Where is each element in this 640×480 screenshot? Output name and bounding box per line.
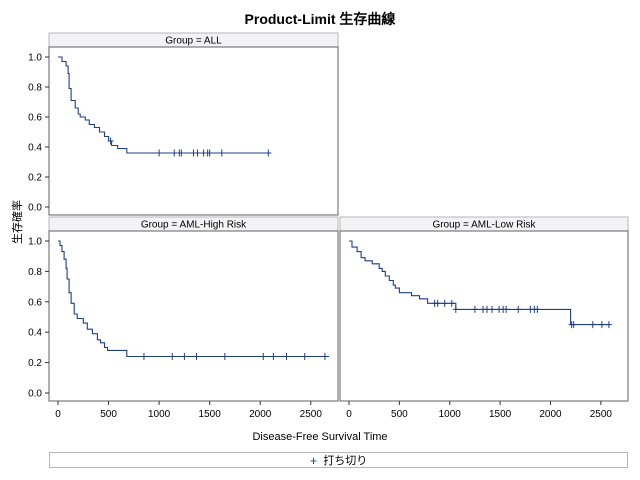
censored-marker-icon: + xyxy=(309,452,318,468)
x-tick-label: 1000 xyxy=(148,409,171,420)
censored-mark xyxy=(448,299,455,307)
plot-frame xyxy=(48,46,339,216)
censored-mark xyxy=(434,299,441,307)
censored-mark xyxy=(169,353,176,361)
x-tick-label: 1000 xyxy=(439,409,462,420)
censored-mark xyxy=(178,149,185,157)
censored-mark xyxy=(156,149,163,157)
censored-mark xyxy=(441,299,448,307)
y-tick-label: 1.0 xyxy=(28,237,42,248)
censored-mark xyxy=(265,149,272,157)
x-tick-label: 2000 xyxy=(539,409,562,420)
censored-mark xyxy=(270,353,277,361)
y-tick-label: 0.6 xyxy=(28,113,42,124)
censored-mark xyxy=(194,149,201,157)
panel-header-label: Group = AML-High Risk xyxy=(141,220,247,231)
y-tick-label: 0.8 xyxy=(28,83,42,94)
survival-line xyxy=(349,240,609,326)
censored-mark xyxy=(206,149,213,157)
panel-1: Group = AML-High Risk 0.0 0.2 0.4 0.6 0.8 1.0 0… xyxy=(28,216,339,420)
censored-mark xyxy=(489,305,496,313)
x-tick-label: 0 xyxy=(55,409,61,420)
plot-frame xyxy=(48,230,339,402)
censored-mark xyxy=(260,353,267,361)
survival-line xyxy=(58,56,269,154)
censored-mark xyxy=(301,353,308,361)
legend: + 打ち切り xyxy=(49,452,628,468)
y-tick-label: 1.0 xyxy=(28,53,42,64)
censored-mark xyxy=(503,305,510,313)
x-tick-label: 500 xyxy=(391,409,408,420)
censored-mark xyxy=(589,321,596,329)
censored-mark xyxy=(452,305,459,313)
panel-header-label: Group = ALL xyxy=(165,36,222,47)
censored-mark xyxy=(193,353,200,361)
censored-mark xyxy=(218,149,225,157)
censored-mark xyxy=(484,305,491,313)
y-tick-label: 0.0 xyxy=(28,389,42,400)
y-tick-label: 0.4 xyxy=(28,143,42,154)
x-tick-label: 2500 xyxy=(300,409,323,420)
x-axis-label: Disease-Free Survival Time xyxy=(252,431,387,443)
censored-mark xyxy=(605,321,612,329)
censored-mark xyxy=(283,353,290,361)
censored-mark xyxy=(171,149,178,157)
x-tick-label: 0 xyxy=(346,409,352,420)
y-tick-label: 0.4 xyxy=(28,328,42,339)
y-axis-label: 生存確率 xyxy=(10,200,24,244)
panel-2: Group = AML-Low Risk 0 500 1000 1500 2000 2500 xyxy=(339,216,629,420)
censored-mark xyxy=(107,137,114,145)
chart-title: Product-Limit 生存曲線 xyxy=(245,11,396,27)
x-tick-label: 2000 xyxy=(249,409,272,420)
x-tick-label: 500 xyxy=(100,409,117,420)
censored-mark xyxy=(515,305,522,313)
y-tick-label: 0.0 xyxy=(28,203,42,214)
x-tick-label: 1500 xyxy=(489,409,512,420)
y-tick-label: 0.2 xyxy=(28,173,42,184)
survival-line xyxy=(58,240,329,358)
legend-label: 打ち切り xyxy=(323,455,368,467)
y-tick-label: 0.8 xyxy=(28,267,42,278)
censored-mark xyxy=(181,353,188,361)
censored-mark xyxy=(321,353,328,361)
censored-mark xyxy=(140,353,147,361)
censored-mark xyxy=(534,305,541,313)
censored-mark xyxy=(221,353,228,361)
x-tick-label: 1500 xyxy=(199,409,222,420)
plot-frame xyxy=(339,230,629,402)
panel-header-label: Group = AML-Low Risk xyxy=(432,220,536,231)
panel-0: Group = ALL 0.0 0.2 0.4 0.6 0.8 1.0 xyxy=(28,32,339,216)
censored-mark xyxy=(570,321,577,329)
censored-mark xyxy=(598,321,605,329)
x-tick-label: 2500 xyxy=(590,409,613,420)
y-tick-label: 0.2 xyxy=(28,358,42,369)
censored-mark xyxy=(471,305,478,313)
y-tick-label: 0.6 xyxy=(28,297,42,308)
